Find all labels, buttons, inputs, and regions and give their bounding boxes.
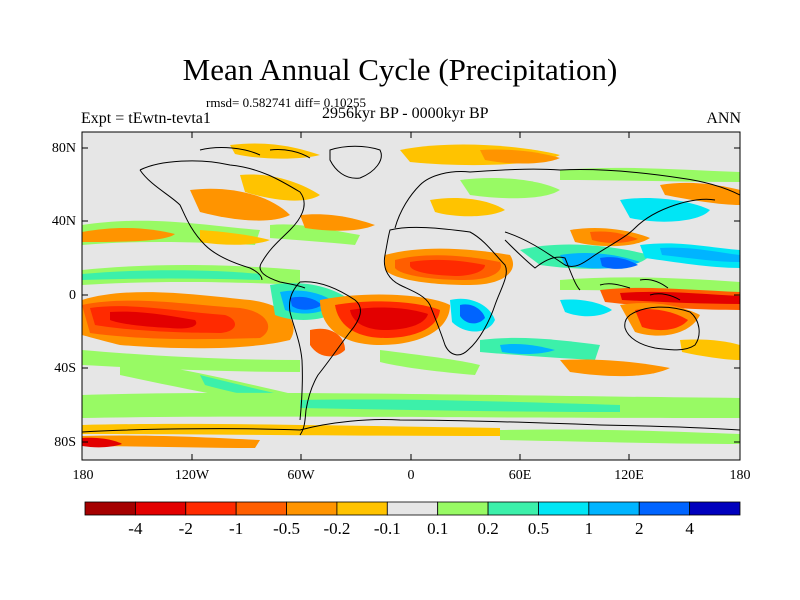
colorbar-label: 2 [634,519,644,538]
colorbar-label: 0.5 [527,519,550,538]
colorbar-swatch [538,501,590,516]
lat-tick-40s: 40S [54,361,76,376]
colorbar-label: 4 [685,519,694,538]
colorbar-label: -4 [128,519,143,538]
colorbar-swatch [689,501,741,516]
lat-tick-80n: 80N [51,141,76,156]
lon-tick-60w: 60W [287,468,315,483]
colorbar-swatch [84,501,136,516]
coastlines [82,145,740,436]
lat-tick-40n: 40N [51,214,76,229]
colorbar-label: -0.1 [373,519,401,538]
lon-tick-180e: 180 [729,468,751,483]
colorbar-swatch [286,501,338,516]
colorbar-swatch [638,501,691,516]
colorbar-swatch [588,501,640,516]
colorbar-swatch [134,501,187,516]
lat-tick-0: 0 [69,288,76,303]
axis-ticks [82,132,740,460]
precip-anomaly-fields [82,143,740,448]
lon-tick-120w: 120W [174,468,210,483]
chart-title: Mean Annual Cycle (Precipitation) [182,52,618,87]
colorbar-swatch [487,501,539,516]
colorbar-swatch [185,501,237,516]
lat-tick-80s: 80S [54,435,76,450]
colorbar-label: 1 [584,519,594,538]
colorbar-label: -0.2 [323,519,351,538]
colorbar-label: 0.2 [477,519,499,538]
colorbar [84,501,741,516]
colorbar-label: -1 [229,519,244,538]
period-label: 2956kyr BP - 0000kyr BP [322,105,489,122]
lon-tick-120e: 120E [614,468,644,483]
lon-tick-180w: 180 [72,468,94,483]
colorbar-swatch [437,501,489,516]
season-label: ANN [706,110,741,127]
colorbar-label: -0.5 [273,519,300,538]
lon-tick-60e: 60E [508,468,532,483]
colorbar-label: -2 [178,519,193,538]
lon-tick-0: 0 [407,468,415,483]
rmsd-diff-stats: rmsd= 0.582741 diff= 0.10255 [206,95,366,110]
colorbar-swatch [386,501,439,516]
colorbar-swatch [336,501,388,516]
colorbar-label: 0.1 [427,519,449,538]
colorbar-swatch [235,501,287,516]
experiment-label: Expt = tEwtn-tevta1 [81,110,211,127]
